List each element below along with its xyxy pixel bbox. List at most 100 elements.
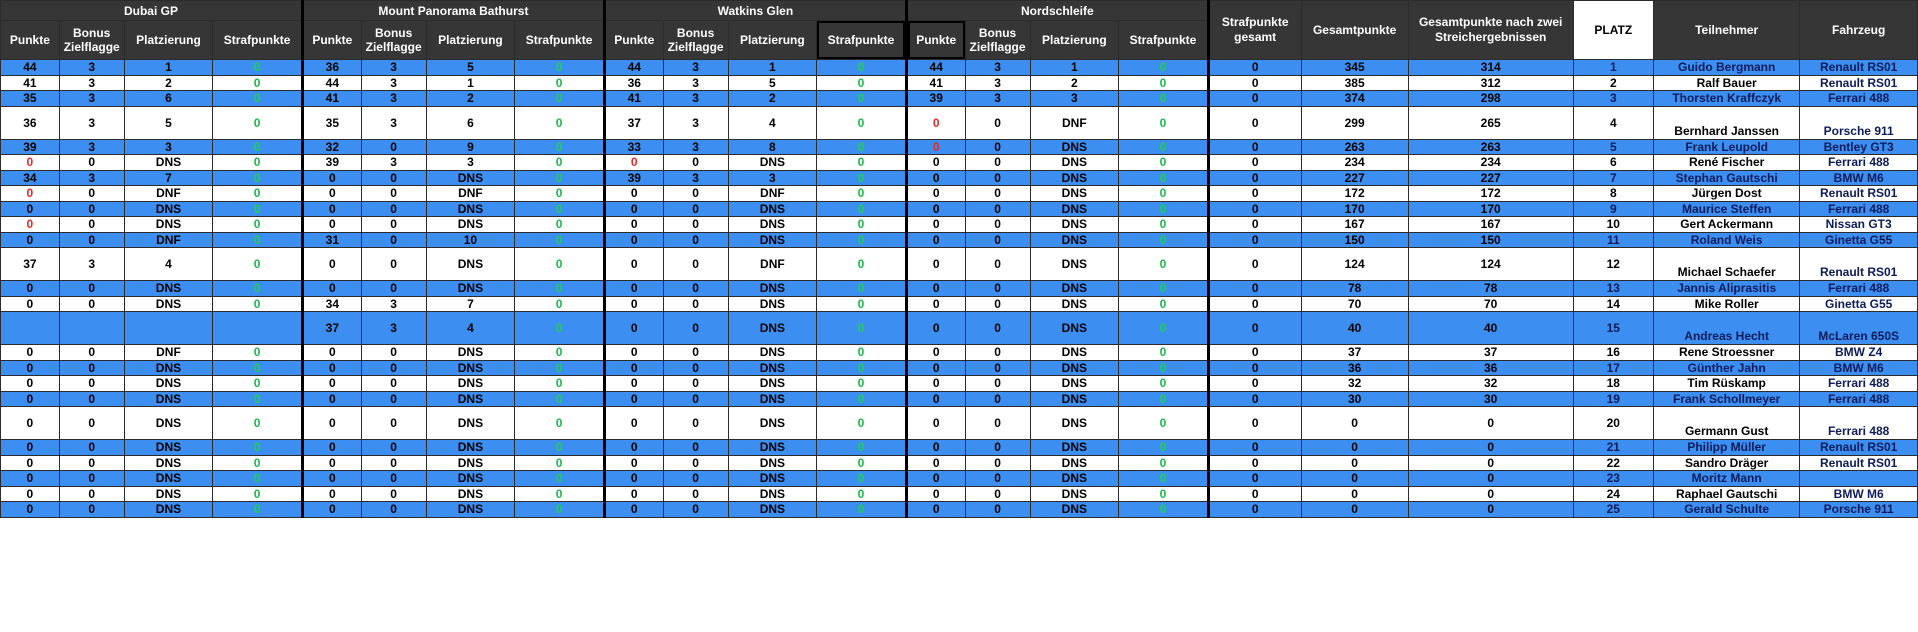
- col-header-punkte: Punkte: [301, 20, 362, 60]
- cell-strafpunkte-gesamt: 0: [1207, 154, 1302, 171]
- cell-teilnehmer: Michael Schaefer: [1652, 247, 1801, 281]
- cell-punkte: 0: [301, 501, 362, 518]
- col-header-platzierung: Platzierung: [727, 20, 818, 60]
- cell-strafpunkte: 0: [816, 390, 908, 407]
- cell-punkte: 0: [603, 344, 664, 361]
- cell-platzierung: DNS: [425, 200, 516, 217]
- cell-punkte: 0: [301, 280, 362, 297]
- table-row: 0 0 DNS 0 0 0 DNS 0 0 0 DNS 0 0 0 DNS 0 0 36 36 17 Günther J…: [0, 359, 1918, 376]
- cell-gesamtpunkte: 0: [1300, 470, 1409, 487]
- cell-gesamtpunkte-nach-streichung: 0: [1407, 485, 1574, 502]
- cell-punkte: 0: [0, 390, 60, 407]
- cell-platzierung: DNF: [727, 185, 818, 202]
- cell-platzierung: DNS: [123, 280, 214, 297]
- cell-gesamtpunkte-nach-streichung: 312: [1407, 74, 1574, 91]
- cell-bonus: 0: [58, 200, 125, 217]
- cell-punkte: 0: [905, 406, 966, 440]
- cell-gesamtpunkte: 385: [1300, 74, 1409, 91]
- cell-bonus: 3: [964, 90, 1031, 107]
- cell-strafpunkte: 0: [514, 105, 606, 140]
- cell-bonus: 3: [58, 74, 125, 91]
- cell-punkte: 0: [301, 454, 362, 471]
- cell-strafpunkte: 0: [514, 501, 606, 518]
- cell-teilnehmer: Frank Leupold: [1652, 138, 1801, 155]
- cell-bonus: 0: [964, 200, 1031, 217]
- cell-bonus: 0: [360, 470, 427, 487]
- cell-strafpunkte: 0: [816, 485, 908, 502]
- cell-platzierung: DNS: [727, 439, 818, 456]
- cell-punkte: 0: [905, 344, 966, 361]
- cell-gesamtpunkte: 150: [1300, 231, 1409, 248]
- cell-punkte: 0: [0, 185, 60, 202]
- cell-platzierung: DNS: [123, 439, 214, 456]
- cell-punkte: 41: [0, 74, 60, 91]
- cell-punkte: 0: [905, 185, 966, 202]
- col-header-platz: PLATZ: [1572, 0, 1654, 60]
- cell-bonus: 3: [58, 247, 125, 281]
- cell-punkte: 0: [0, 154, 60, 171]
- cell-platzierung: DNS: [727, 154, 818, 171]
- cell-platzierung: DNS: [1029, 247, 1120, 281]
- cell-punkte: 0: [905, 138, 966, 155]
- cell-bonus: 0: [58, 154, 125, 171]
- col-header-bonus-zielflagge: Bonus Zielflagge: [58, 20, 125, 60]
- cell-strafpunkte: 0: [1118, 311, 1210, 345]
- cell-strafpunkte: 0: [1118, 185, 1210, 202]
- cell-platzierung: DNS: [1029, 344, 1120, 361]
- cell-strafpunkte: 0: [514, 295, 606, 312]
- cell-teilnehmer: Jürgen Dost: [1652, 185, 1801, 202]
- cell-platz: 6: [1572, 154, 1654, 171]
- cell-strafpunkte: 0: [514, 280, 606, 297]
- cell-platzierung: DNF: [727, 247, 818, 281]
- cell-strafpunkte: 0: [212, 454, 304, 471]
- cell-platzierung: DNS: [727, 231, 818, 248]
- cell-strafpunkte: 0: [816, 454, 908, 471]
- cell-bonus: 0: [964, 295, 1031, 312]
- cell-bonus: 0: [58, 295, 125, 312]
- cell-punkte: 0: [301, 169, 362, 186]
- cell-punkte: 44: [603, 59, 664, 76]
- cell-bonus: 3: [662, 138, 729, 155]
- cell-strafpunkte: 0: [816, 470, 908, 487]
- cell-punkte: 0: [301, 470, 362, 487]
- cell-strafpunkte-gesamt: 0: [1207, 344, 1302, 361]
- cell-bonus: 3: [964, 59, 1031, 76]
- cell-bonus: 0: [964, 470, 1031, 487]
- cell-strafpunkte-gesamt: 0: [1207, 280, 1302, 297]
- cell-strafpunkte: 0: [212, 200, 304, 217]
- cell-bonus: 0: [662, 454, 729, 471]
- cell-teilnehmer: Sandro Dräger: [1652, 454, 1801, 471]
- cell-strafpunkte: [212, 311, 304, 345]
- cell-strafpunkte-gesamt: 0: [1207, 247, 1302, 281]
- cell-bonus: 0: [662, 390, 729, 407]
- cell-teilnehmer: Moritz Mann: [1652, 470, 1801, 487]
- cell-platzierung: DNS: [1029, 470, 1120, 487]
- cell-bonus: 0: [662, 406, 729, 440]
- cell-teilnehmer: Andreas Hecht: [1652, 311, 1801, 345]
- cell-bonus: 0: [58, 439, 125, 456]
- cell-gesamtpunkte-nach-streichung: 78: [1407, 280, 1574, 297]
- cell-platzierung: DNS: [123, 216, 214, 233]
- table-row: 0 0 DNS 0 0 0 DNS 0 0 0 DNS 0 0 0 DNS 0 0 0 0 24 Raphael Gau…: [0, 485, 1918, 502]
- cell-platzierung: 5: [425, 59, 516, 76]
- cell-bonus: 0: [662, 501, 729, 518]
- cell-strafpunkte: 0: [514, 375, 606, 392]
- cell-fahrzeug: Renault RS01: [1799, 74, 1918, 91]
- col-header-fahrzeug: Fahrzeug: [1799, 0, 1918, 60]
- cell-platzierung: DNS: [1029, 138, 1120, 155]
- cell-strafpunkte: 0: [816, 200, 908, 217]
- cell-teilnehmer: Philipp Müller: [1652, 439, 1801, 456]
- cell-punkte: 0: [905, 154, 966, 171]
- col-header-punkte: Punkte: [0, 20, 60, 60]
- cell-gesamtpunkte-nach-streichung: 0: [1407, 439, 1574, 456]
- cell-bonus: 0: [58, 231, 125, 248]
- cell-punkte: 0: [301, 390, 362, 407]
- cell-bonus: 0: [360, 185, 427, 202]
- cell-gesamtpunkte: 299: [1300, 105, 1409, 140]
- cell-platzierung: DNS: [123, 375, 214, 392]
- cell-punkte: 0: [0, 280, 60, 297]
- cell-punkte: 0: [905, 169, 966, 186]
- cell-strafpunkte-gesamt: 0: [1207, 74, 1302, 91]
- cell-platzierung: 2: [123, 74, 214, 91]
- cell-platzierung: DNF: [123, 185, 214, 202]
